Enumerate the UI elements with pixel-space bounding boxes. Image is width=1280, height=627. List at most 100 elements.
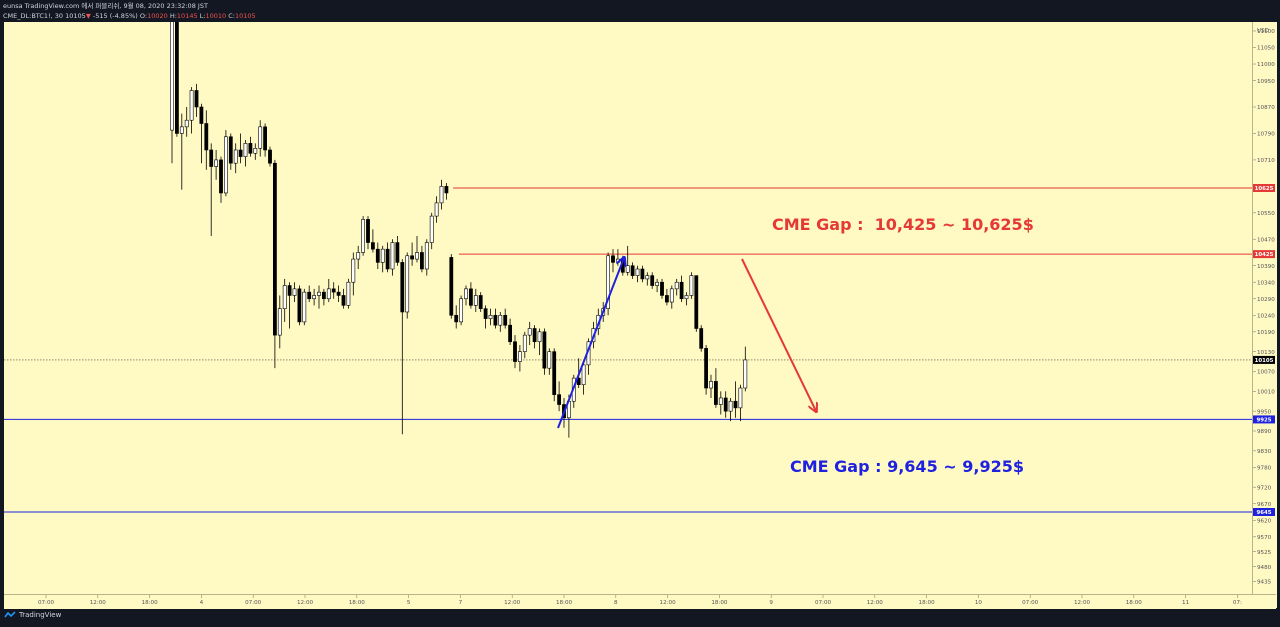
candle-body [277,308,282,336]
y-tick-label: 10390 [1257,264,1275,270]
y-tick-label: 10710 [1257,158,1275,164]
candle-body [704,348,709,389]
candle-body [321,291,326,300]
candle-body [439,186,444,204]
candle-body [615,258,620,263]
candle-body [645,275,650,280]
candle-body [552,351,557,395]
y-tick-label: 10070 [1257,370,1275,376]
candle-body [522,334,527,352]
high-value: 10145 [176,12,198,20]
x-tick-label: 18:00 [142,600,159,606]
y-tick-label: 9720 [1257,485,1272,491]
y-tick-label: 9525 [1257,550,1272,556]
candle-body [723,397,728,412]
candle-body [694,275,699,329]
candle-body [258,126,263,149]
x-tick-label: 8 [614,600,618,606]
y-tick-label: 10550 [1257,211,1275,217]
x-tick-label: 18:00 [711,600,728,606]
y-tick-label: 11050 [1257,46,1275,52]
time-axis[interactable] [4,594,1276,609]
candle-body [468,288,473,306]
candle-body [170,22,174,131]
y-tick-label: 9890 [1257,429,1272,435]
candle-body [699,328,704,349]
candle-body [488,314,493,319]
footer-brand[interactable]: TradingView [4,611,61,619]
x-tick-label: 07:00 [38,600,55,606]
plot-area[interactable] [4,22,1252,608]
x-tick-label: 9 [769,600,773,606]
y-tick-label: 10130 [1257,350,1275,356]
candle-body [493,314,498,326]
y-tick-label: 10290 [1257,297,1275,303]
candle-body [268,149,272,164]
candle-body [292,288,297,296]
x-tick-label: 12:00 [867,600,884,606]
candle-body [238,149,243,157]
candle-body [346,281,351,306]
x-tick-label: 10 [975,600,983,606]
price-level-tag [1253,184,1275,192]
candle-body [341,295,346,306]
y-tick-label: 9570 [1257,535,1272,541]
candle-body [669,288,674,303]
high-label: H: [169,12,177,20]
candle-body [233,149,238,164]
candle-body [709,381,713,389]
candle-body [713,381,718,405]
price-level-label: 10105 [1255,358,1274,364]
candle-body [664,295,669,303]
candle-body [282,285,287,309]
candle-body [179,126,184,134]
price-level-tag [1253,250,1275,259]
y-tick-label: 9435 [1257,580,1272,586]
y-tick-label: 10240 [1257,313,1275,319]
y-tick-label: 10870 [1257,105,1275,111]
y-tick-label: 10190 [1257,330,1275,336]
candle-body [297,288,302,323]
tradingview-logo-icon [4,611,16,618]
candle-body [581,364,586,386]
price-level-tag [1253,508,1275,516]
open-value: 10020 [147,12,168,20]
candle-body [429,215,434,243]
price-level-label: 10425 [1255,252,1274,258]
candle-body [224,136,228,194]
candle-body [272,162,277,336]
candle-body [464,288,468,300]
candle-body [405,255,410,313]
low-value: 10010 [205,12,227,20]
candle-body [253,148,258,154]
candle-body [606,255,611,309]
plot-layer [4,22,1252,513]
candle-body [728,400,733,412]
candle-body [307,291,312,300]
candle-body [419,252,424,270]
candle-body [674,281,679,290]
change-down-icon: ▼ [85,12,91,20]
candle-body [718,397,723,405]
y-tick-label: 10010 [1257,390,1275,396]
y-tick-label: 9620 [1257,518,1272,524]
candle-body [640,268,645,280]
candle-body [733,400,738,409]
candle-body [449,257,454,316]
y-tick-label: 9830 [1257,449,1272,455]
last-price: 10105 [65,12,86,20]
candle-body [331,288,336,293]
candle-body [434,202,439,217]
candle-body [478,295,483,309]
candle-body [738,387,743,409]
candle-body [194,90,199,108]
candle-body [312,295,317,300]
y-tick-label: 10340 [1257,280,1275,286]
candle-body [189,90,194,121]
candle-body [444,186,449,194]
y-tick-label: 11100 [1257,29,1275,35]
x-tick-label: 12:00 [660,600,677,606]
candle-body [655,281,660,286]
